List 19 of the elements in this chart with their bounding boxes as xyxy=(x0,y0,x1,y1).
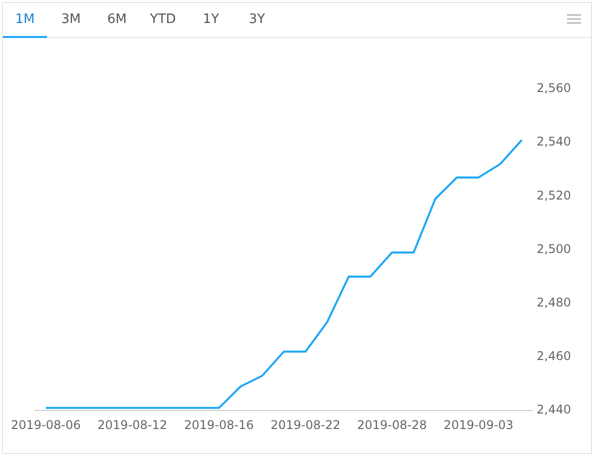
text: YTD xyxy=(149,12,177,27)
x-tick-label: 2019-08-22 xyxy=(270,418,340,432)
x-tick-label: 2019-08-06 xyxy=(10,418,81,432)
x-tick-label: 2019-09-03 xyxy=(444,418,514,432)
text: 1M xyxy=(14,12,36,27)
text: 1Y xyxy=(202,12,220,27)
y-tick-label: 2,480 xyxy=(536,296,572,310)
x-tick-label: 2019-08-16 xyxy=(184,418,254,432)
y-tick-label: 2,500 xyxy=(536,242,572,256)
text: 6M xyxy=(106,12,128,27)
y-tick-label: 2,540 xyxy=(536,134,572,149)
text: 3Y xyxy=(248,12,266,27)
x-tick-label: 2019-08-28 xyxy=(357,418,427,432)
x-tick-label: 2019-08-12 xyxy=(98,418,168,432)
text: 3M xyxy=(60,12,82,27)
y-tick-label: 2,440 xyxy=(536,402,572,417)
y-tick-label: 2,460 xyxy=(536,349,572,364)
y-tick-label: 2,520 xyxy=(536,188,572,202)
y-tick-label: 2,560 xyxy=(536,81,572,96)
